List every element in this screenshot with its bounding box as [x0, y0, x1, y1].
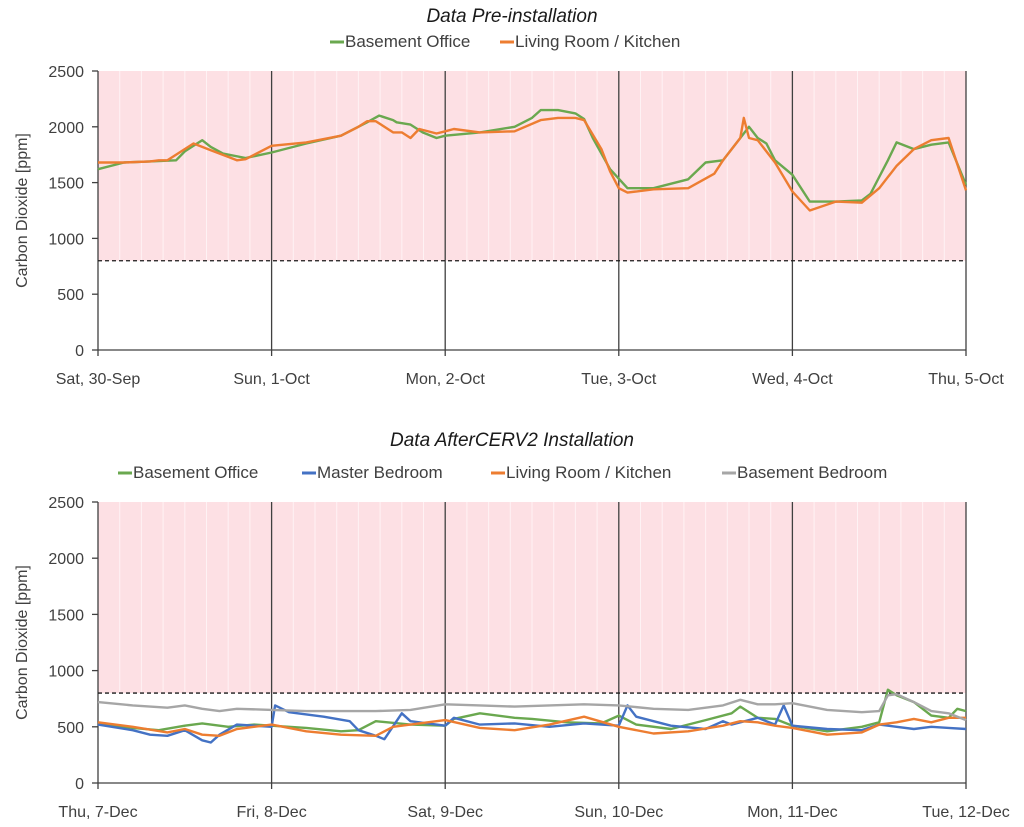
series-line-master-bedroom: [97, 704, 967, 744]
y-axis-label: Carbon Dioxide [ppm]: [14, 565, 31, 720]
y-tick-label: 1000: [48, 664, 84, 681]
x-tick-label: Tue, 3-Oct: [581, 371, 657, 388]
legend-label: Basement Office: [133, 463, 258, 482]
legend-label: Living Room / Kitchen: [506, 463, 671, 482]
y-axis-label: Carbon Dioxide [ppm]: [14, 133, 31, 288]
x-tick-label: Mon, 11-Dec: [747, 804, 837, 821]
y-tick-label: 500: [57, 287, 84, 304]
legend-label: Basement Office: [345, 32, 470, 51]
y-tick-label: 1500: [48, 176, 84, 193]
legend-label: Master Bedroom: [317, 463, 443, 482]
chart-title: Data Pre-installation: [426, 6, 597, 27]
y-tick-label: 500: [57, 720, 84, 737]
x-tick-label: Sun, 1-Oct: [233, 371, 310, 388]
series-line-basement-office: [97, 108, 968, 203]
legend-label: Basement Bedroom: [737, 463, 887, 482]
y-tick-label: 2000: [48, 120, 84, 137]
y-tick-label: 0: [75, 343, 84, 360]
x-tick-label: Mon, 2-Oct: [406, 371, 486, 388]
x-tick-label: Tue, 12-Dec: [922, 804, 1009, 821]
y-tick-label: 1500: [48, 607, 84, 624]
x-tick-label: Thu, 5-Oct: [928, 371, 1004, 388]
chart-title: Data AfterCERV2 Installation: [390, 430, 634, 451]
x-tick-label: Sun, 10-Dec: [574, 804, 663, 821]
y-tick-label: 2500: [48, 64, 84, 81]
chart-panel-1: Data Pre-installation Basement Office Livi…: [14, 6, 1004, 388]
x-tick-label: Wed, 4-Oct: [752, 371, 833, 388]
y-tick-label: 1000: [48, 231, 84, 248]
series-line-living-room-kitchen: [97, 715, 966, 737]
y-tick-label: 0: [75, 776, 84, 793]
series-line-basement-bedroom: [97, 693, 967, 722]
x-tick-label: Fri, 8-Dec: [236, 804, 306, 821]
y-tick-label: 2500: [48, 495, 84, 512]
chart-panel-2: Data AfterCERV2 Installation Basement Off…: [14, 430, 1010, 821]
series-line-living-room-kitchen: [98, 116, 968, 212]
x-tick-label: Sat, 9-Dec: [407, 804, 483, 821]
x-tick-label: Sat, 30-Sep: [56, 371, 141, 388]
y-tick-label: 2000: [48, 551, 84, 568]
x-tick-label: Thu, 7-Dec: [58, 804, 137, 821]
legend-label: Living Room / Kitchen: [515, 32, 680, 51]
